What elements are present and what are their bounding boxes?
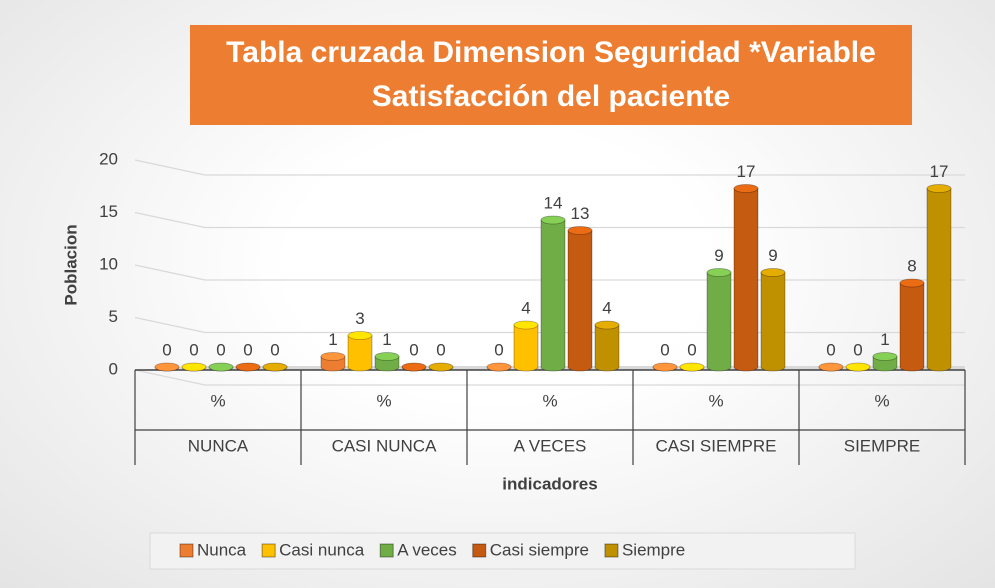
bar-top	[567, 226, 593, 235]
y-tick-label: 15	[99, 202, 118, 221]
y-axis-title: Poblacion	[61, 224, 80, 305]
bar-top	[262, 362, 288, 372]
bar-top	[320, 352, 346, 361]
bar	[347, 335, 373, 372]
data-label: 0	[687, 340, 696, 359]
data-label: 4	[521, 298, 530, 317]
bar-top	[347, 331, 373, 340]
data-label: 1	[328, 330, 337, 349]
grid-line	[134, 369, 965, 386]
bar-top	[208, 362, 234, 372]
x-tick-label: NUNCA	[188, 436, 249, 455]
bar	[926, 188, 952, 372]
bar-top	[154, 362, 180, 372]
bar	[899, 282, 925, 372]
data-label: 1	[880, 330, 889, 349]
y-tick-label: 10	[99, 254, 118, 273]
bar-top	[818, 362, 844, 372]
data-label: 0	[494, 340, 503, 359]
bar-top	[540, 215, 566, 225]
bar	[513, 324, 539, 372]
legend-label: Siempre	[622, 540, 685, 559]
data-label: 9	[768, 246, 777, 265]
bar-top	[374, 352, 400, 361]
bar-top	[899, 278, 925, 288]
data-label: 0	[660, 340, 669, 359]
grid-line	[134, 159, 965, 176]
bar-top	[733, 184, 759, 193]
bar	[760, 272, 786, 372]
data-label: 0	[826, 340, 835, 359]
x-subcategory-label: %	[210, 391, 225, 410]
data-label: 3	[355, 309, 364, 328]
bar	[540, 219, 566, 372]
x-subcategory-label: %	[874, 391, 889, 410]
legend-swatch	[261, 543, 276, 558]
data-label: 17	[737, 162, 756, 181]
x-tick-label: CASI SIEMPRE	[656, 436, 777, 455]
bar	[706, 272, 732, 372]
legend-label: Casi nunca	[279, 540, 365, 559]
x-axis-title: indicadores	[502, 474, 597, 493]
bar-top	[428, 362, 454, 372]
x-subcategory-label: %	[708, 391, 723, 410]
bar-top	[679, 362, 705, 372]
y-tick-label: 5	[109, 307, 118, 326]
data-label: 0	[436, 340, 445, 359]
legend-label: Nunca	[197, 540, 247, 559]
data-label: 0	[162, 340, 171, 359]
bar-top	[872, 352, 898, 361]
y-tick-label: 0	[109, 359, 118, 378]
bar-top	[235, 362, 261, 372]
bar	[733, 188, 759, 372]
data-label: 8	[907, 256, 916, 275]
bar	[594, 324, 620, 372]
data-label: 14	[544, 193, 563, 212]
bar	[567, 230, 593, 372]
data-label: 17	[930, 162, 949, 181]
x-tick-label: CASI NUNCA	[332, 436, 438, 455]
x-tick-label: SIEMPRE	[844, 436, 921, 455]
data-label: 0	[216, 340, 225, 359]
y-tick-label: 20	[99, 149, 118, 168]
legend-swatch	[472, 543, 487, 558]
bar-top	[652, 362, 678, 372]
x-tick-label: A VECES	[514, 436, 587, 455]
bar-top	[845, 362, 871, 372]
x-subcategory-label: %	[376, 391, 391, 410]
legend-swatch	[179, 543, 194, 558]
bar-top	[181, 362, 207, 372]
bar-top	[760, 268, 786, 277]
data-label: 0	[270, 340, 279, 359]
legend-swatch	[604, 543, 619, 558]
data-label: 0	[853, 340, 862, 359]
bar-top	[486, 362, 512, 372]
data-label: 1	[382, 330, 391, 349]
data-label: 0	[243, 340, 252, 359]
x-subcategory-label: %	[542, 391, 557, 410]
data-label: 0	[189, 340, 198, 359]
legend-label: Casi siempre	[490, 540, 589, 559]
bar-top	[706, 268, 732, 277]
legend-label: A veces	[397, 540, 457, 559]
chart-title: Tabla cruzada Dimension Seguridad *Varia…	[190, 25, 912, 125]
grid-line	[134, 211, 965, 229]
data-label: 9	[714, 246, 723, 265]
data-label: 4	[602, 298, 611, 317]
bar-top	[513, 320, 539, 330]
data-label: 13	[571, 204, 590, 223]
data-label: 0	[409, 340, 418, 359]
bar-top	[594, 320, 620, 330]
bar-top	[926, 184, 952, 193]
bar-top	[401, 362, 427, 372]
legend-swatch	[379, 543, 394, 558]
